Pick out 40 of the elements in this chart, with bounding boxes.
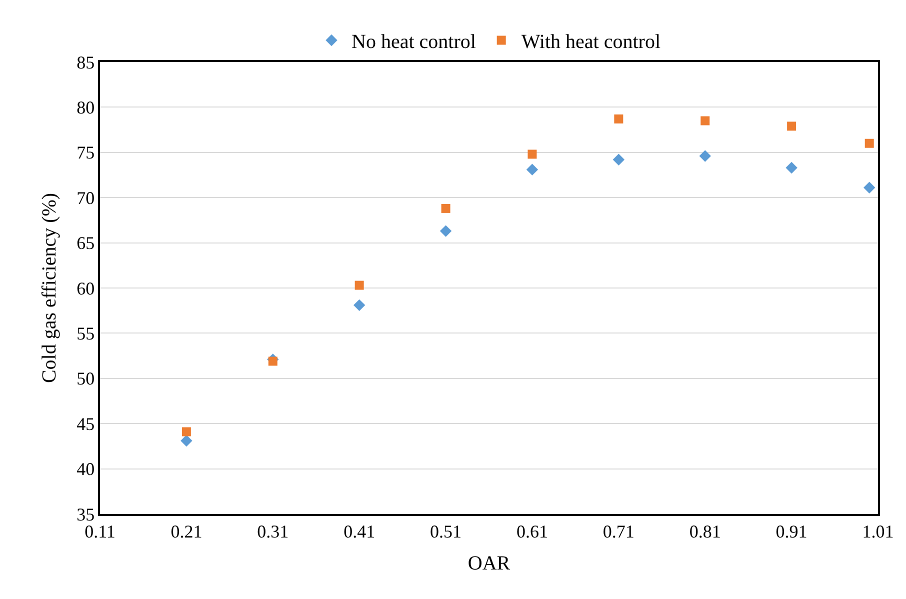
x-tick-label: 0.51 [430,521,462,542]
x-tick-label: 0.71 [602,521,634,542]
legend-label: With heat control [521,31,661,54]
point [528,150,537,159]
point [180,434,192,447]
point [353,299,366,312]
point [864,138,874,148]
y-tick-label: 80 [76,98,95,118]
x-tick-label: 0.41 [344,521,376,542]
point [268,356,278,366]
point [612,154,625,166]
point [182,427,191,436]
point [354,280,364,290]
x-tick-label: 0.21 [170,521,202,542]
y-tick-label: 75 [76,142,95,163]
point [864,182,876,194]
point [441,204,450,213]
x-tick-label: 0.31 [257,521,289,542]
y-tick-label: 50 [76,368,95,389]
x-tick-label: 1.01 [862,521,894,542]
point [786,162,798,174]
legend-label: No heat control [352,31,476,54]
y-tick-label: 85 [76,52,95,72]
y-tick-label: 65 [76,233,95,254]
y-axis-title: Cold gas efficiency (%) [38,192,61,384]
y-tick-label: 60 [76,278,95,298]
x-axis-title: OAR [468,552,511,574]
x-tick-label: 0.81 [689,521,721,542]
y-tick-label: 70 [76,188,95,208]
y-tick-label: 40 [76,459,95,480]
point [440,225,452,237]
point [526,164,538,176]
y-tick-label: 55 [76,324,95,344]
point [787,122,796,131]
x-tick-label: 0.61 [516,521,548,542]
y-tick-label: 45 [76,414,95,434]
point [614,114,624,124]
point [699,150,711,162]
point [700,116,710,126]
x-tick-label: 0.91 [776,521,808,542]
